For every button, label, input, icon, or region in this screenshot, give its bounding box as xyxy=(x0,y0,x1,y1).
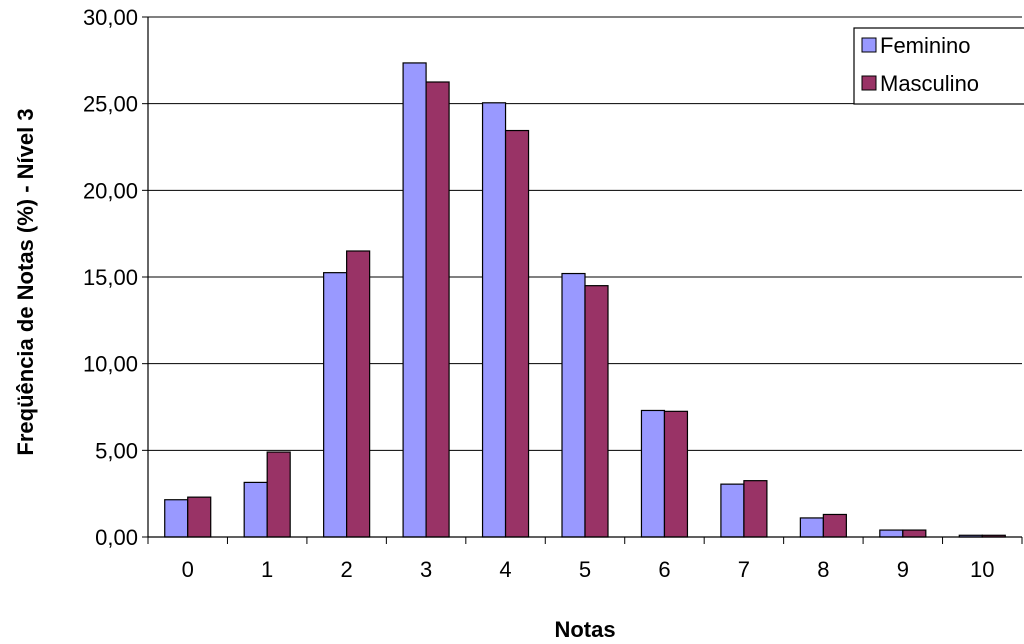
y-tick-label: 30,00 xyxy=(83,5,138,30)
legend-label-masculino: Masculino xyxy=(880,71,979,96)
x-tick-label: 3 xyxy=(420,557,432,582)
bar-feminino-5 xyxy=(561,272,586,538)
bar-masculino-9 xyxy=(902,529,927,538)
bar-feminino-1 xyxy=(243,481,268,538)
y-tick-label: 20,00 xyxy=(83,178,138,203)
x-tick-label: 8 xyxy=(817,557,829,582)
y-tick-label: 10,00 xyxy=(83,352,138,377)
axes xyxy=(142,16,1023,544)
bar-feminino-0 xyxy=(164,499,189,538)
x-tick-label: 9 xyxy=(897,557,909,582)
bar-feminino-9 xyxy=(879,529,904,538)
legend-box xyxy=(853,27,1024,105)
bar-feminino-2 xyxy=(323,272,348,538)
x-tick-label: 4 xyxy=(499,557,511,582)
bar-masculino-2 xyxy=(346,250,371,538)
tick-labels: 0,00 5,00 10,00 15,00 20,00 25,00 30,00 0 1 2 3 4 5 6… xyxy=(83,5,995,582)
y-tick-label: 25,00 xyxy=(83,92,138,117)
bar-masculino-5 xyxy=(584,285,609,538)
y-tick-label: 15,00 xyxy=(83,265,138,290)
bar-feminino-6 xyxy=(640,409,666,538)
x-axis-title: Notas xyxy=(554,617,615,642)
bar-feminino-3 xyxy=(402,62,427,538)
x-tick-label: 10 xyxy=(970,557,994,582)
legend-label-feminino: Feminino xyxy=(880,33,970,58)
bar-feminino-7 xyxy=(720,483,745,538)
bar-masculino-6 xyxy=(663,410,689,538)
legend-swatch-feminino xyxy=(861,37,877,53)
x-tick-label: 5 xyxy=(579,557,591,582)
bar-feminino-4 xyxy=(481,102,507,538)
bar-masculino-7 xyxy=(743,480,768,538)
y-axis-title: Freqüência de Notas (%) - Nível 3 xyxy=(13,108,38,455)
x-tick-label: 6 xyxy=(658,557,670,582)
bar-masculino-0 xyxy=(187,496,212,538)
legend: Feminino Masculino xyxy=(853,27,1024,105)
bar-masculino-1 xyxy=(266,451,291,538)
x-tick-label: 0 xyxy=(182,557,194,582)
bar-masculino-4 xyxy=(504,129,530,538)
x-tick-label: 2 xyxy=(341,557,353,582)
bar-masculino-3 xyxy=(425,81,450,538)
x-tick-label: 1 xyxy=(261,557,273,582)
bar-masculino-8 xyxy=(822,513,847,538)
x-tick-label: 7 xyxy=(738,557,750,582)
legend-swatch-masculino xyxy=(861,75,877,91)
bar-feminino-8 xyxy=(799,517,824,538)
y-tick-label: 5,00 xyxy=(95,438,138,463)
y-tick-label: 0,00 xyxy=(95,525,138,550)
